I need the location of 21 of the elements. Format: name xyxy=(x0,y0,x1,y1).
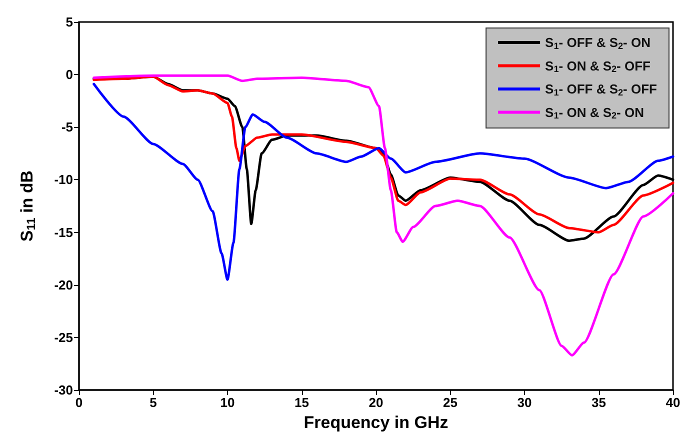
x-tick-label: 20 xyxy=(368,395,384,410)
x-tick-label: 40 xyxy=(666,395,680,410)
y-tick-label: -10 xyxy=(54,172,73,188)
y-tick-label: -5 xyxy=(61,120,73,135)
y-tick-label: 0 xyxy=(66,67,73,82)
y-tick-label: 5 xyxy=(66,14,73,30)
x-axis-title: Frequency in GHz xyxy=(304,412,448,432)
x-tick-label: 0 xyxy=(75,395,83,410)
x-tick-label: 15 xyxy=(294,395,309,410)
y-tick-label: -25 xyxy=(54,330,73,345)
y-axis-title: S11 in dB xyxy=(17,170,38,242)
y-tick-label: -30 xyxy=(54,382,73,398)
y-tick-label: -20 xyxy=(54,277,73,292)
x-tick-label: 30 xyxy=(517,395,532,410)
x-tick-label: 35 xyxy=(592,395,606,410)
x-tick-label: 5 xyxy=(150,395,157,410)
line-series xyxy=(92,82,674,281)
x-tick-label: 10 xyxy=(220,395,235,410)
x-tick-label: 25 xyxy=(443,395,458,410)
y-tick-label: -15 xyxy=(54,224,73,240)
line-series xyxy=(92,74,674,357)
